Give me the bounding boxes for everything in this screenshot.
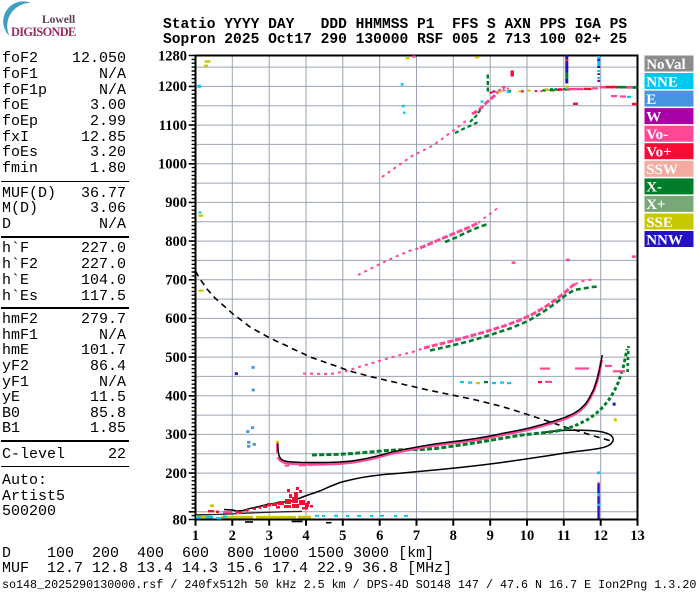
svg-text:80: 80 <box>173 512 188 528</box>
svg-text:X+: X+ <box>646 197 665 213</box>
svg-text:1000: 1000 <box>158 157 187 173</box>
svg-text:6: 6 <box>376 528 383 544</box>
svg-text:9: 9 <box>487 528 494 544</box>
svg-text:3: 3 <box>266 528 273 544</box>
svg-text:1280: 1280 <box>158 48 187 64</box>
svg-text:200: 200 <box>165 466 187 482</box>
svg-text:400: 400 <box>165 389 187 405</box>
svg-text:500: 500 <box>165 350 187 366</box>
svg-text:Vo-: Vo- <box>646 127 668 143</box>
svg-text:SSE: SSE <box>646 215 673 231</box>
svg-text:600: 600 <box>165 311 187 327</box>
svg-text:4: 4 <box>302 528 309 544</box>
svg-text:800: 800 <box>165 234 187 250</box>
svg-text:1: 1 <box>192 528 199 544</box>
svg-text:SSW: SSW <box>646 162 678 178</box>
svg-text:1100: 1100 <box>159 118 187 134</box>
svg-text:700: 700 <box>165 273 187 289</box>
svg-text:E: E <box>646 92 656 108</box>
svg-text:13: 13 <box>630 528 645 544</box>
svg-text:NoVal: NoVal <box>646 57 685 73</box>
svg-text:7: 7 <box>413 528 420 544</box>
svg-text:X-: X- <box>646 180 662 196</box>
svg-text:12: 12 <box>593 528 608 544</box>
svg-text:10: 10 <box>520 528 535 544</box>
svg-text:Vo+: Vo+ <box>646 145 672 161</box>
svg-text:11: 11 <box>557 528 571 544</box>
svg-text:900: 900 <box>165 195 187 211</box>
svg-text:5: 5 <box>339 528 346 544</box>
svg-text:2: 2 <box>229 528 236 544</box>
svg-text:300: 300 <box>165 427 187 443</box>
svg-text:1200: 1200 <box>158 79 187 95</box>
svg-text:NNW: NNW <box>646 232 683 248</box>
svg-text:W: W <box>646 109 661 125</box>
svg-text:NNE: NNE <box>646 74 678 90</box>
svg-text:8: 8 <box>450 528 457 544</box>
